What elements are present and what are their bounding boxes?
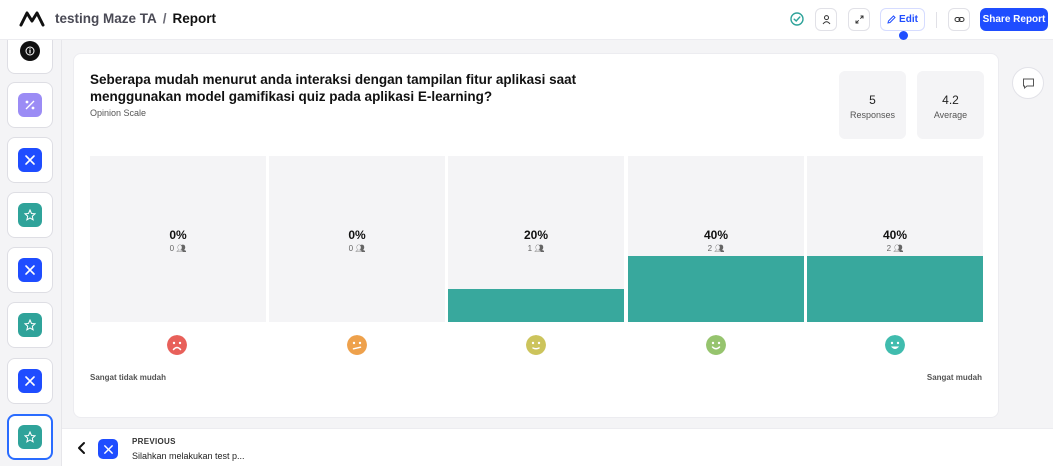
user-icon	[822, 15, 830, 25]
scale-count: 0 👥︎	[90, 244, 266, 253]
scale-bar-fill	[628, 256, 804, 322]
block-item[interactable]	[7, 82, 53, 128]
scale-bar-fill	[448, 289, 624, 322]
comments-button[interactable]	[1012, 67, 1044, 99]
block-item[interactable]	[7, 247, 53, 293]
people-icon: 👥︎	[355, 244, 366, 253]
responses-label: Responses	[849, 110, 896, 120]
share-report-button[interactable]: Share Report	[980, 8, 1048, 31]
question-title: Seberapa mudah menurut anda interaksi de…	[90, 72, 577, 104]
happy-face-icon	[706, 335, 726, 355]
scale-count: 0 👥︎	[269, 244, 445, 253]
block-item[interactable]	[7, 302, 53, 348]
top-bar: testing Maze TA / Report Edit Share Report	[0, 0, 1053, 40]
toolbar-divider	[936, 12, 937, 28]
face-bg	[347, 335, 367, 355]
scale-count: 2 👥︎	[628, 244, 804, 253]
average-value: 4.2	[942, 93, 959, 107]
scale-count-value: 0	[348, 244, 354, 253]
comment-icon	[1022, 78, 1034, 89]
scale-percent: 40%	[703, 228, 729, 242]
question-type: Opinion Scale	[90, 108, 147, 118]
pencil-icon	[887, 15, 896, 24]
very-sad-face-icon	[167, 335, 187, 355]
breadcrumb-separator: /	[162, 11, 167, 26]
chevron-left-icon[interactable]	[76, 441, 88, 455]
block-item[interactable]	[7, 358, 53, 404]
mission-icon	[18, 369, 42, 393]
breadcrumb: testing Maze TA / Report	[55, 11, 216, 26]
mission-icon	[18, 258, 42, 282]
average-label: Average	[933, 110, 968, 120]
bottom-navigation: PREVIOUS Silahkan melakukan test p...	[62, 428, 1053, 466]
block-item[interactable]	[7, 137, 53, 183]
scale-percent: 40%	[882, 228, 908, 242]
face-bg	[706, 335, 726, 355]
people-icon: 👥︎	[534, 244, 545, 253]
scale-count-value: 2	[886, 244, 892, 253]
scale-count: 1 👥︎	[448, 244, 624, 253]
invite-user-button[interactable]	[815, 8, 837, 31]
expand-icon	[855, 15, 863, 24]
sad-face-icon	[347, 335, 367, 355]
fullscreen-button[interactable]	[848, 8, 870, 31]
copy-link-button[interactable]	[948, 8, 970, 31]
notification-dot	[899, 31, 908, 40]
face-bg	[167, 335, 187, 355]
people-icon: 👥︎	[176, 244, 187, 253]
scale-column: 0% 0 👥︎	[269, 156, 445, 322]
scale-percent: 20%	[523, 228, 549, 242]
previous-label[interactable]: PREVIOUS	[132, 437, 176, 446]
percent-icon	[18, 93, 42, 117]
people-icon: 👥︎	[714, 244, 725, 253]
scale-count-value: 1	[527, 244, 533, 253]
opinion-scale-report-card: Seberapa mudah menurut anda interaksi de…	[73, 53, 999, 418]
link-icon	[954, 17, 964, 22]
scale-column: 40% 2 👥︎	[628, 156, 804, 322]
very-happy-face-icon	[885, 335, 905, 355]
scale-count-value: 2	[707, 244, 713, 253]
breadcrumb-page: Report	[172, 11, 217, 26]
scale-column: 20% 1 👥︎	[448, 156, 624, 322]
block-item[interactable]	[7, 40, 53, 74]
star-icon	[18, 313, 42, 337]
scale-percent: 0%	[169, 228, 187, 242]
average-stat: 4.2 Average	[917, 71, 984, 139]
scale-bar-fill	[807, 256, 983, 322]
scale-min-label: Sangat tidak mudah	[90, 373, 167, 382]
edit-button[interactable]: Edit	[880, 8, 925, 31]
star-icon	[18, 203, 42, 227]
star-icon	[18, 425, 42, 449]
responses-stat: 5 Responses	[839, 71, 906, 139]
mission-icon[interactable]	[98, 439, 118, 459]
scale-column: 40% 2 👥︎	[807, 156, 983, 322]
scale-count-value: 0	[169, 244, 175, 253]
scale-count: 2 👥︎	[807, 244, 983, 253]
edit-label: Edit	[899, 14, 918, 25]
block-item-active[interactable]	[7, 414, 53, 460]
block-rail	[0, 40, 62, 466]
responses-value: 5	[869, 93, 876, 107]
scale-max-label: Sangat mudah	[926, 373, 982, 382]
info-icon	[20, 41, 40, 61]
scale-column: 0% 0 👥︎	[90, 156, 266, 322]
neutral-face-icon	[526, 335, 546, 355]
face-bg	[885, 335, 905, 355]
maze-logo-icon[interactable]	[18, 9, 46, 29]
scale-percent: 0%	[348, 228, 366, 242]
breadcrumb-project[interactable]: testing Maze TA	[55, 11, 157, 26]
check-circle-icon	[790, 12, 804, 26]
previous-block-title[interactable]: Silahkan melakukan test p...	[132, 451, 245, 461]
block-item[interactable]	[7, 192, 53, 238]
mission-icon	[18, 148, 42, 172]
people-icon: 👥︎	[893, 244, 904, 253]
face-bg	[526, 335, 546, 355]
